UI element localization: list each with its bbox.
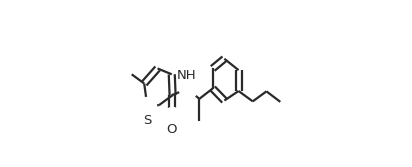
Text: NH: NH (177, 69, 197, 82)
Text: S: S (143, 114, 151, 127)
Text: O: O (166, 123, 177, 136)
